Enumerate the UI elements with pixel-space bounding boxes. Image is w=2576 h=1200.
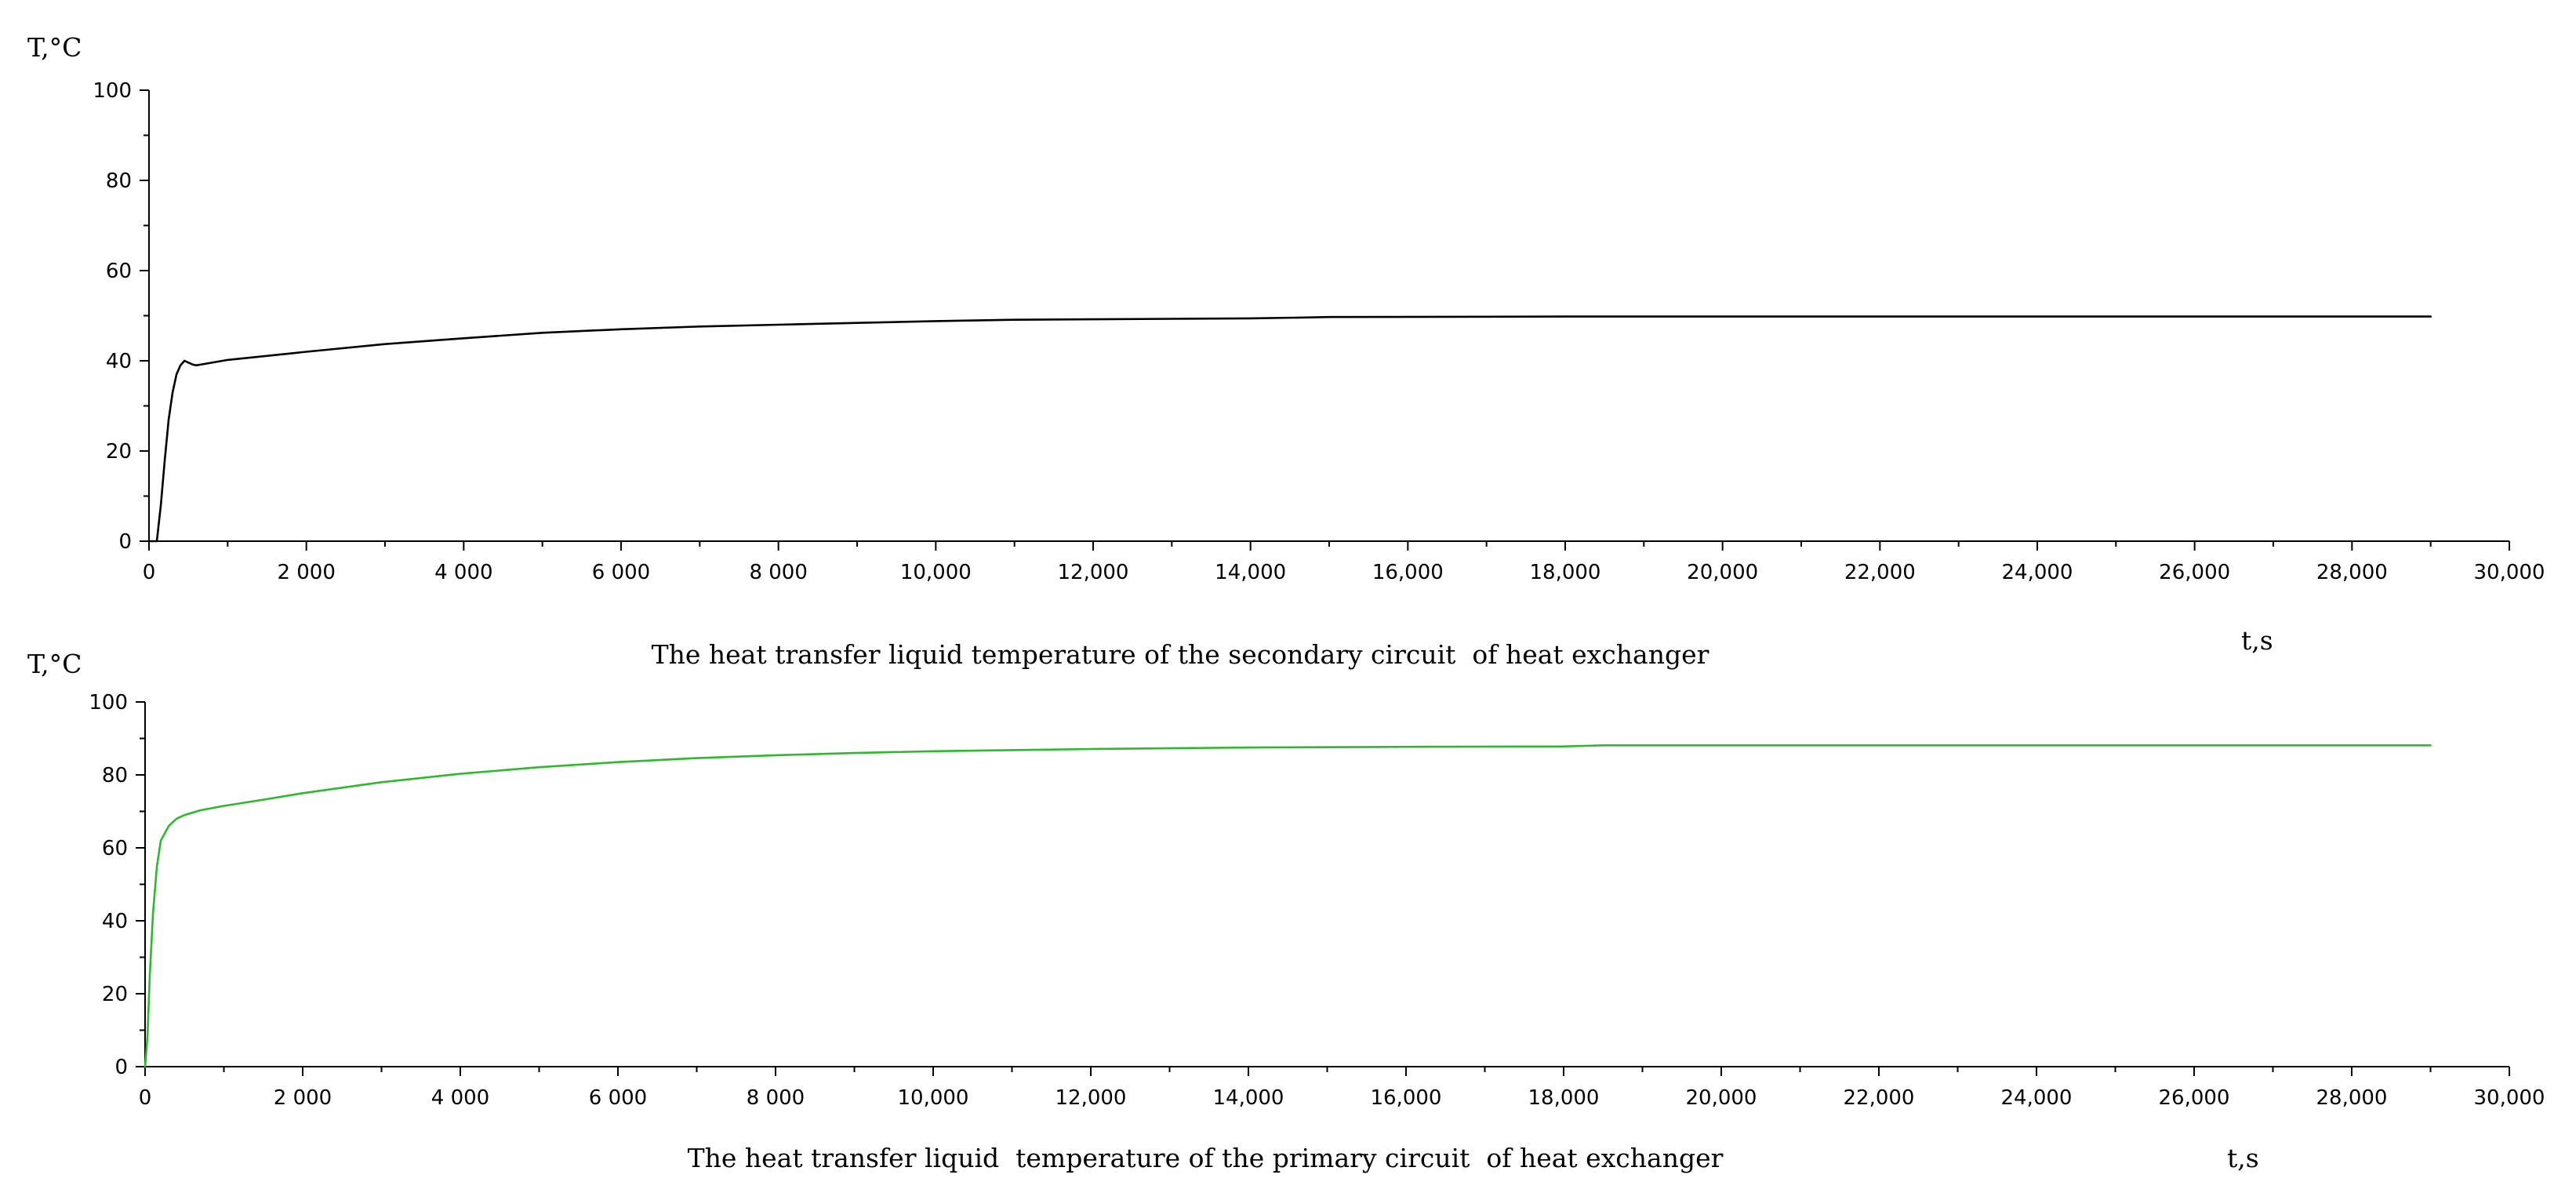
chart-caption: The heat transfer liquid temperature of … [688,1143,1724,1173]
x-tick-label: 22,000 [1844,561,1916,584]
x-tick-label: 10,000 [898,1086,969,1110]
y-tick-label: 0 [118,530,132,554]
y-tick-label: 80 [106,169,132,193]
x-tick-label: 26,000 [2159,561,2230,584]
x-tick-label: 10,000 [900,561,972,584]
x-tick-label: 6 000 [592,561,650,584]
x-tick-label: 26,000 [2159,1086,2230,1110]
x-tick-label: 28,000 [2316,561,2388,584]
y-tick-label: 100 [89,691,128,715]
y-tick-label: 80 [102,764,128,787]
x-tick-label: 8 000 [749,561,807,584]
x-tick-label: 16,000 [1371,1086,1442,1110]
x-tick-label: 12,000 [1058,561,1129,584]
x-tick-label: 24,000 [2001,1086,2073,1110]
chart-primary-circuit: 0 20 40 60 80 100 0 2 000 4 000 6 000 8 000 10,000 1… [27,649,2545,1173]
series-line [147,315,2432,543]
series-line [144,744,2432,1068]
x-tick-label: 20,000 [1687,561,1758,584]
y-tick-label: 60 [102,837,128,860]
x-tick-label: 16,000 [1372,561,1444,584]
x-tick-label: 22,000 [1844,1086,1915,1110]
x-tick-label: 0 [143,561,156,584]
x-tick-label: 2 000 [277,561,335,584]
x-tick-label: 28,000 [2316,1086,2388,1110]
x-tick-label: 4 000 [431,1086,489,1110]
x-tick-label: 14,000 [1215,561,1286,584]
x-tick-label: 4 000 [434,561,492,584]
x-tick-label: 0 [139,1086,152,1110]
x-tick-label: 24,000 [2002,561,2073,584]
y-tick-label: 40 [106,350,132,373]
x-tick-label: 12,000 [1055,1086,1127,1110]
chart-secondary-circuit: 0 20 40 60 80 100 0 2 000 4 000 6 000 8 000 10,000 1… [27,32,2545,670]
y-tick-label: 0 [114,1056,128,1079]
x-tick-label: 30,000 [2474,1086,2545,1110]
x-axis-title: t,s [2227,1143,2259,1173]
y-tick-label: 60 [106,260,132,283]
x-tick-label: 6 000 [589,1086,647,1110]
x-tick-label: 2 000 [274,1086,332,1110]
y-tick-label: 20 [106,440,132,464]
y-axis-title: T,°C [27,32,82,63]
x-tick-label: 8 000 [747,1086,805,1110]
y-axis-title: T,°C [27,649,82,679]
x-tick-label: 18,000 [1528,1086,1600,1110]
x-tick-label: 30,000 [2474,561,2545,584]
x-axis-title: t,s [2241,625,2273,656]
x-tick-label: 20,000 [1686,1086,1757,1110]
y-tick-label: 40 [102,910,128,933]
chart-caption: The heat transfer liquid temperature of … [652,639,1709,670]
y-tick-label: 100 [93,79,132,103]
y-tick-label: 20 [102,983,128,1006]
x-tick-label: 18,000 [1530,561,1601,584]
x-tick-label: 14,000 [1213,1086,1284,1110]
